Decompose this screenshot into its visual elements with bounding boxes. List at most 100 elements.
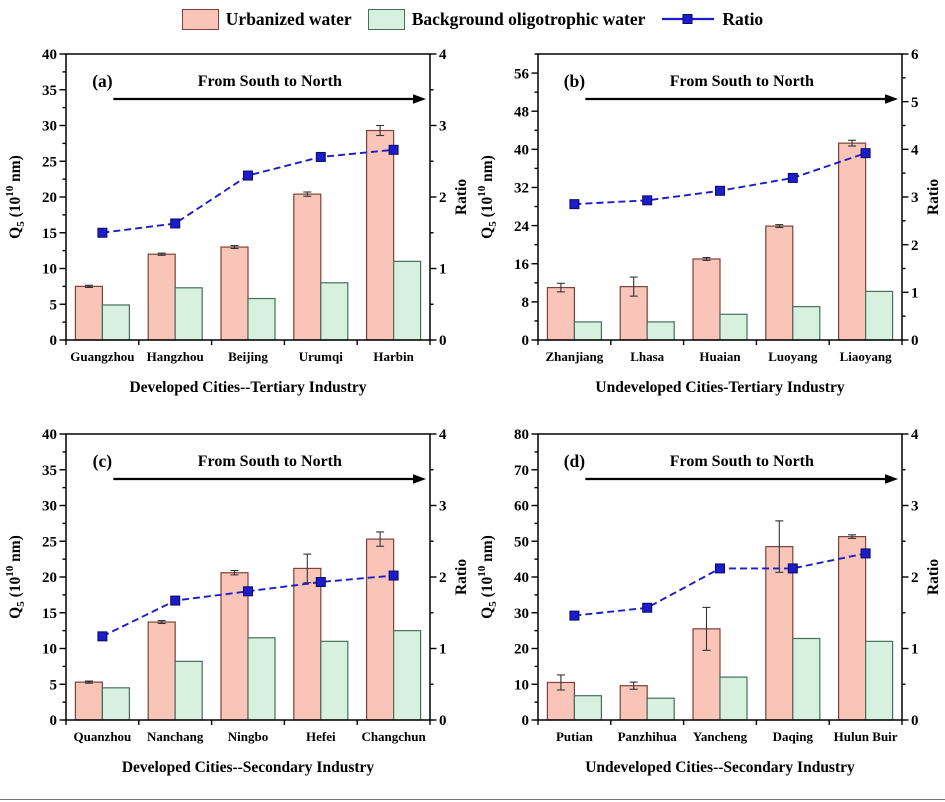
svg-text:Hulun Buir: Hulun Buir — [834, 729, 898, 744]
svg-text:35: 35 — [42, 83, 57, 99]
svg-text:16: 16 — [514, 257, 530, 273]
svg-text:5: 5 — [50, 297, 58, 313]
svg-text:1: 1 — [911, 286, 919, 302]
svg-text:0: 0 — [50, 713, 58, 729]
legend-label-ratio: Ratio — [722, 8, 764, 29]
svg-text:Yancheng: Yancheng — [693, 729, 748, 744]
svg-text:8: 8 — [522, 295, 530, 311]
svg-text:0: 0 — [911, 713, 919, 729]
svg-text:40: 40 — [42, 47, 57, 63]
svg-text:Quanzhou: Quanzhou — [73, 729, 131, 744]
svg-text:0: 0 — [439, 713, 447, 729]
svg-text:(a): (a) — [92, 71, 113, 91]
svg-text:Developed Cities--Tertiary Ind: Developed Cities--Tertiary Industry — [129, 379, 366, 396]
svg-text:30: 30 — [514, 606, 529, 622]
svg-text:Hangzhou: Hangzhou — [147, 349, 204, 364]
svg-text:3: 3 — [439, 119, 447, 135]
legend-label-urbanized-water: Urbanized water — [225, 8, 352, 29]
chart-panel-d: 0 10 20 30 40 50 60 70 80 0 1 2 3 4 Putian Panzhihua Yan… — [472, 418, 944, 798]
panels-grid: 0 5 10 15 20 25 30 35 40 0 1 2 3 4 Guangzhou Hangzhou Be… — [0, 38, 945, 798]
legend-item-background-water: Background oligotrophic water — [367, 8, 646, 30]
svg-text:Lhasa: Lhasa — [630, 349, 664, 364]
svg-text:(d): (d) — [564, 451, 586, 471]
svg-text:0: 0 — [522, 713, 530, 729]
chart-legend: Urbanized water Background oligotrophic … — [0, 0, 945, 38]
svg-text:Q5 (1010 nm): Q5 (1010 nm) — [476, 535, 499, 619]
svg-text:4: 4 — [439, 47, 447, 63]
svg-text:Panzhihua: Panzhihua — [618, 729, 678, 744]
svg-text:Ningbo: Ningbo — [228, 729, 268, 744]
svg-text:6: 6 — [911, 47, 919, 63]
svg-text:35: 35 — [42, 463, 57, 479]
svg-text:1: 1 — [439, 642, 447, 658]
legend-item-urbanized-water: Urbanized water — [181, 8, 352, 30]
svg-text:10: 10 — [42, 262, 57, 278]
svg-text:48: 48 — [514, 104, 529, 120]
svg-text:60: 60 — [514, 499, 529, 515]
svg-text:Ratio: Ratio — [925, 179, 942, 215]
svg-text:30: 30 — [42, 499, 57, 515]
svg-text:4: 4 — [911, 143, 919, 159]
svg-text:40: 40 — [514, 570, 529, 586]
svg-text:Nanchang: Nanchang — [147, 729, 204, 744]
svg-text:Ratio: Ratio — [453, 559, 470, 595]
svg-text:5: 5 — [911, 95, 919, 111]
svg-text:1: 1 — [439, 262, 447, 278]
svg-text:Huaian: Huaian — [699, 349, 741, 364]
svg-text:20: 20 — [514, 642, 529, 658]
svg-text:2: 2 — [911, 570, 919, 586]
svg-text:0: 0 — [911, 333, 919, 349]
svg-text:Urumqi: Urumqi — [299, 349, 343, 364]
svg-text:0: 0 — [522, 333, 530, 349]
svg-text:15: 15 — [42, 226, 57, 242]
svg-text:Q5 (1010 nm): Q5 (1010 nm) — [4, 155, 27, 239]
svg-text:3: 3 — [911, 190, 919, 206]
chart-panel-b: 0 8 16 24 32 40 48 56 0 1 2 3 4 5 6 Zhanjiang Lhasa Huaia… — [472, 38, 944, 418]
svg-text:Daqing: Daqing — [773, 729, 814, 744]
svg-text:40: 40 — [514, 143, 529, 159]
chart-svg-d: 0 10 20 30 40 50 60 70 80 0 1 2 3 4 Putian Panzhihua Yan… — [476, 427, 942, 776]
background-water-swatch-icon — [367, 8, 405, 30]
svg-text:3: 3 — [439, 499, 447, 515]
svg-text:4: 4 — [911, 427, 919, 443]
svg-text:5: 5 — [50, 677, 58, 693]
svg-text:24: 24 — [514, 219, 530, 235]
svg-text:(b): (b) — [564, 71, 586, 91]
svg-text:Putian: Putian — [556, 729, 594, 744]
svg-text:Changchun: Changchun — [361, 729, 426, 744]
svg-text:1: 1 — [911, 642, 919, 658]
svg-text:Hefei: Hefei — [306, 729, 336, 744]
svg-text:Harbin: Harbin — [373, 349, 414, 364]
svg-text:From South to North: From South to North — [670, 73, 814, 90]
svg-text:(c): (c) — [93, 451, 113, 471]
svg-text:Ratio: Ratio — [453, 179, 470, 215]
svg-text:32: 32 — [514, 181, 529, 197]
chart-svg-a: 0 5 10 15 20 25 30 35 40 0 1 2 3 4 Guangzhou Hangzhou Be… — [4, 47, 470, 396]
svg-text:Guangzhou: Guangzhou — [70, 349, 134, 364]
svg-text:Q5 (1010 nm): Q5 (1010 nm) — [476, 155, 499, 239]
urbanized-water-swatch-icon — [181, 8, 219, 30]
svg-text:Zhanjiang: Zhanjiang — [545, 349, 603, 364]
svg-text:80: 80 — [514, 427, 529, 443]
legend-label-background-water: Background oligotrophic water — [411, 8, 646, 29]
svg-text:0: 0 — [439, 333, 447, 349]
chart-panel-a: 0 5 10 15 20 25 30 35 40 0 1 2 3 4 Guangzhou Hangzhou Be… — [0, 38, 472, 418]
svg-text:56: 56 — [514, 66, 530, 82]
svg-text:2: 2 — [911, 238, 919, 254]
svg-text:70: 70 — [514, 463, 529, 479]
svg-text:Ratio: Ratio — [925, 559, 942, 595]
svg-text:20: 20 — [42, 190, 57, 206]
svg-text:From South to North: From South to North — [198, 73, 342, 90]
svg-text:10: 10 — [514, 677, 529, 693]
svg-text:Q5 (1010 nm): Q5 (1010 nm) — [4, 535, 27, 619]
svg-text:50: 50 — [514, 534, 529, 550]
svg-text:4: 4 — [439, 427, 447, 443]
svg-text:Undeveloped Cities-Tertiary In: Undeveloped Cities-Tertiary Industry — [595, 379, 844, 396]
svg-text:Luoyang: Luoyang — [768, 349, 818, 364]
svg-text:30: 30 — [42, 119, 57, 135]
svg-text:Beijing: Beijing — [228, 349, 268, 364]
svg-text:From South to North: From South to North — [198, 453, 342, 470]
chart-panel-c: 0 5 10 15 20 25 30 35 40 0 1 2 3 4 Quanzhou Nanchang Nin… — [0, 418, 472, 798]
